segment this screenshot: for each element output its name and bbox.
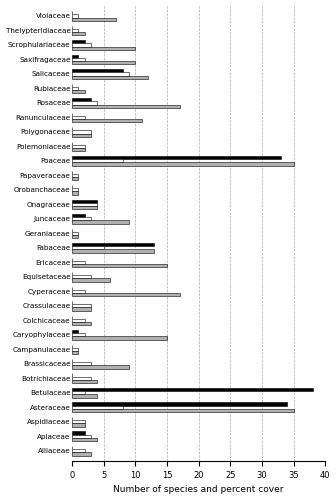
- Bar: [72, 348, 78, 351]
- Bar: [72, 58, 85, 61]
- Bar: [72, 192, 78, 194]
- Bar: [72, 18, 116, 21]
- Bar: [72, 293, 179, 296]
- Bar: [72, 90, 85, 93]
- Bar: [72, 232, 78, 235]
- Bar: [72, 420, 85, 424]
- Bar: [72, 54, 78, 58]
- Bar: [72, 104, 179, 108]
- Bar: [72, 32, 85, 35]
- Bar: [72, 402, 287, 406]
- Bar: [72, 46, 135, 50]
- Bar: [72, 102, 97, 104]
- Bar: [72, 406, 123, 409]
- Bar: [72, 322, 91, 325]
- Bar: [72, 44, 91, 46]
- Bar: [72, 394, 97, 398]
- Bar: [72, 203, 97, 206]
- Bar: [72, 98, 91, 102]
- Bar: [72, 243, 154, 246]
- Bar: [72, 206, 97, 209]
- Bar: [72, 174, 78, 177]
- Bar: [72, 391, 85, 394]
- Bar: [72, 177, 78, 180]
- Bar: [72, 318, 85, 322]
- Bar: [72, 160, 123, 162]
- Bar: [72, 260, 85, 264]
- Bar: [72, 409, 294, 412]
- Bar: [72, 119, 141, 122]
- Bar: [72, 246, 103, 250]
- Bar: [72, 264, 167, 267]
- Bar: [72, 214, 85, 218]
- X-axis label: Number of species and percent cover: Number of species and percent cover: [113, 486, 284, 494]
- Bar: [72, 116, 85, 119]
- Bar: [72, 275, 91, 278]
- Bar: [72, 218, 91, 220]
- Bar: [72, 388, 312, 391]
- Bar: [72, 14, 78, 18]
- Bar: [72, 304, 91, 308]
- Bar: [72, 156, 281, 160]
- Bar: [72, 449, 85, 452]
- Bar: [72, 87, 78, 90]
- Bar: [72, 424, 85, 426]
- Bar: [72, 336, 167, 340]
- Bar: [72, 235, 78, 238]
- Bar: [72, 72, 129, 76]
- Bar: [72, 351, 78, 354]
- Bar: [72, 130, 91, 134]
- Bar: [72, 290, 85, 293]
- Bar: [72, 362, 91, 366]
- Bar: [72, 452, 91, 456]
- Bar: [72, 434, 91, 438]
- Bar: [72, 278, 110, 281]
- Bar: [72, 432, 85, 434]
- Bar: [72, 69, 123, 72]
- Bar: [72, 200, 97, 203]
- Bar: [72, 333, 85, 336]
- Bar: [72, 145, 85, 148]
- Bar: [72, 366, 129, 368]
- Bar: [72, 134, 91, 136]
- Bar: [72, 162, 294, 166]
- Bar: [72, 250, 154, 252]
- Bar: [72, 220, 129, 224]
- Bar: [72, 40, 85, 43]
- Bar: [72, 438, 97, 441]
- Bar: [72, 148, 85, 151]
- Bar: [72, 29, 78, 32]
- Bar: [72, 330, 78, 333]
- Bar: [72, 376, 91, 380]
- Bar: [72, 380, 97, 383]
- Bar: [72, 308, 91, 310]
- Bar: [72, 61, 135, 64]
- Bar: [72, 188, 78, 192]
- Bar: [72, 76, 148, 78]
